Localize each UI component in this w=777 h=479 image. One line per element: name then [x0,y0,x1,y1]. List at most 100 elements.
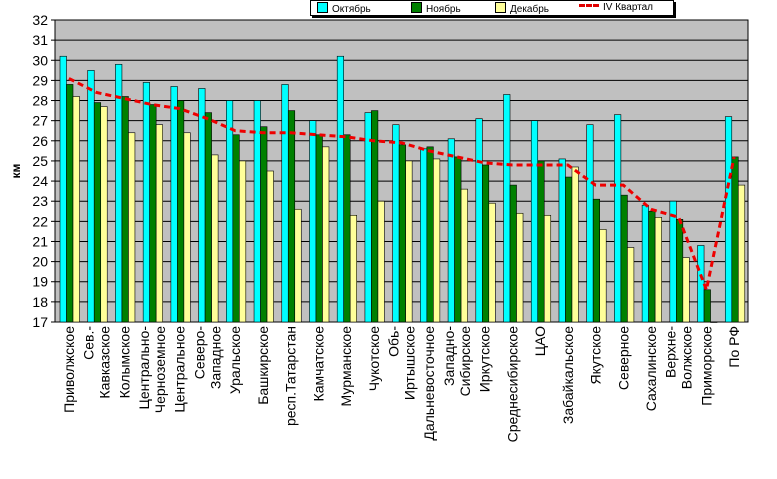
x-tick-label: По РФ [726,326,742,368]
bar [287,110,296,323]
bar [309,120,317,323]
bar [648,210,656,323]
y-tick-label: 28 [32,93,48,109]
bar [447,138,455,323]
bar [66,84,74,323]
x-tick-label: Колымское [116,326,132,399]
bar [426,146,434,323]
y-tick-label: 19 [32,274,48,290]
bar [183,132,191,323]
x-tick-label-line: Уральское [227,326,243,394]
x-tick-label-line: Приволжское [61,326,77,413]
x-tick-label-line: По РФ [726,326,742,368]
x-tick-label: Верхне- Волжское [663,326,695,390]
x-tick-label-line: Чукотское [366,326,382,391]
x-tick-label: Центрально- Черноземное [136,326,168,414]
y-tick-label: 21 [32,233,48,249]
x-tick-label-line: Иркутское [477,326,493,392]
y-axis-label: км [9,163,23,178]
bar [377,200,385,323]
y-tick-label: 31 [32,32,48,48]
x-tick-label-line: Центральное [172,326,188,413]
bar [703,289,711,323]
bar [530,120,539,323]
x-tick-label-line: Башкирское [255,326,271,405]
x-tick-label-line: Западно- [441,326,457,386]
legend-label: Декабрь [510,4,549,15]
legend-label: Октябрь [332,4,371,15]
bar [93,102,102,323]
x-tick-label: Западно- Сибирское [441,326,473,397]
y-tick-label: 26 [32,133,48,149]
bar [614,114,622,323]
bar [294,208,302,323]
x-tick-label-line: Черноземное [152,326,168,413]
bar [281,84,289,323]
x-tick-label: Уральское [227,326,243,394]
bar [177,100,185,323]
bar [232,134,240,323]
bar [509,184,517,323]
bar [641,204,649,323]
bar [724,116,733,323]
legend-swatch [495,2,506,13]
legend-item-october: Октябрь [317,2,371,15]
x-tick-label: Иркутское [477,326,493,392]
bar [322,146,330,323]
x-tick-label: Обь- Иртышское [386,326,418,400]
bar [115,63,123,323]
bar [599,229,607,323]
bar [211,154,219,323]
x-tick-label: Приволжское [61,326,77,413]
bar [170,86,178,323]
bar [460,188,468,323]
bar [100,106,108,323]
bar [565,176,573,323]
bar [204,112,212,323]
x-tick-label-line: Волжское [679,326,695,389]
x-axis-ticks: Приволжское Сев.- Кавказское Колымское Центр… [61,326,742,443]
quarter-line [68,77,736,296]
x-tick-label: респ.Татарстан [283,326,299,426]
y-tick-label: 24 [32,173,48,189]
x-tick-label-line: Кавказское [97,326,113,399]
bar [364,112,372,323]
legend-swatch [411,2,422,13]
legend-item-november: Ноябрь [411,2,461,15]
y-tick-label: 29 [32,72,48,88]
bar [226,100,234,323]
y-tick-label: 18 [32,294,48,310]
x-tick-label: Забайкальское [560,326,576,424]
x-tick-label-line: Обь- [386,326,402,357]
bar [503,94,511,323]
legend-line-swatch [579,4,599,7]
bar [260,126,268,323]
bar [682,257,690,323]
x-tick-label: Сев.- Кавказское [81,326,113,399]
x-tick-label-line: Якутское [588,326,604,385]
x-tick-label-line: Сахалинское [643,326,659,411]
bar [142,82,150,323]
x-tick-label: ЦАО [532,326,548,356]
bar [454,156,462,323]
x-tick-label-line: ЦАО [532,326,548,356]
legend: Октябрь Ноябрь Декабрь IV Квартал [310,0,674,16]
bar [155,124,163,323]
bar [737,184,746,323]
bar [488,202,496,323]
bar [198,88,206,323]
x-tick-label-line: Западное [207,326,223,389]
y-tick-label: 32 [32,12,48,28]
bar [349,214,358,323]
bar [669,200,677,323]
x-tick-label-line: Иртышское [402,326,418,400]
x-tick-label: Дальневосточное [421,326,437,441]
bar [571,166,579,323]
y-tick-label: 20 [32,254,48,270]
y-tick-label: 23 [32,193,48,209]
bar [586,124,594,323]
x-tick-label: Башкирское [255,326,271,405]
bar [620,194,628,323]
bar [266,170,274,323]
